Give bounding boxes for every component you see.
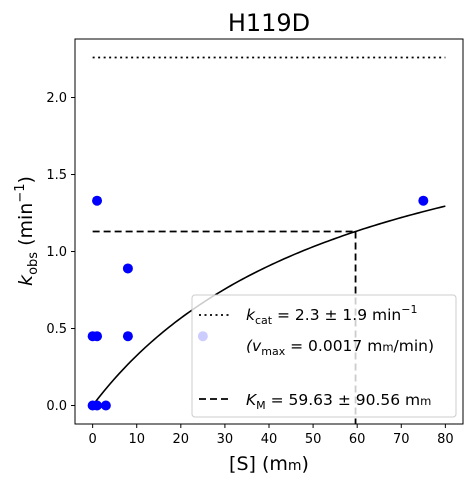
legend-vmax-label: (vmax = 0.0017 mm/min) — [246, 337, 434, 358]
x-axis-label: [S] (mm) — [229, 453, 309, 475]
data-point-6 — [122, 263, 133, 274]
legend-kcat-label: kcat = 2.3 ± 1.9 min−1 — [246, 303, 417, 327]
y-axis-label-sup: −1 — [13, 183, 28, 202]
michaelis-menten-fit-curve — [92, 205, 446, 407]
x-tick-label: 30 — [217, 432, 234, 447]
x-axis-label-smallcaps: m — [288, 458, 302, 474]
x-axis: 0 10 20 30 40 50 60 70 80 — [88, 424, 454, 447]
x-tick-label: 70 — [393, 432, 410, 447]
data-point-2 — [92, 195, 103, 206]
data-point-4 — [92, 400, 103, 411]
y-tick-label: 0.0 — [46, 399, 67, 414]
x-tick-label: 50 — [305, 432, 322, 447]
y-axis-label-sub: obs — [26, 252, 41, 275]
data-point-5 — [100, 400, 111, 411]
legend-box — [191, 294, 457, 418]
data-point-9 — [418, 195, 429, 206]
y-tick-label: 2.0 — [46, 91, 67, 106]
y-tick-label: 1.0 — [46, 245, 67, 260]
y-tick-label: 0.5 — [46, 322, 67, 337]
x-tick-label: 0 — [88, 432, 96, 447]
x-tick-label: 40 — [261, 432, 278, 447]
y-tick-label: 1.5 — [46, 168, 67, 183]
y-axis-label: kobs (min−1) — [13, 176, 41, 286]
data-point-7 — [122, 331, 133, 342]
x-tick-label: 80 — [437, 432, 454, 447]
legend-km-label: KM = 59.63 ± 90.56 mm — [246, 391, 431, 412]
y-axis: 0.0 0.5 1.0 1.5 2.0 — [46, 91, 75, 414]
data-point-3 — [92, 331, 103, 342]
legend: kcat = 2.3 ± 1.9 min−1 (vmax = 0.0017 mm… — [191, 294, 457, 418]
x-tick-label: 10 — [128, 432, 145, 447]
data-points — [87, 195, 429, 411]
x-tick-label: 60 — [349, 432, 366, 447]
chart-title: H119D — [228, 9, 310, 37]
x-tick-label: 20 — [173, 432, 190, 447]
